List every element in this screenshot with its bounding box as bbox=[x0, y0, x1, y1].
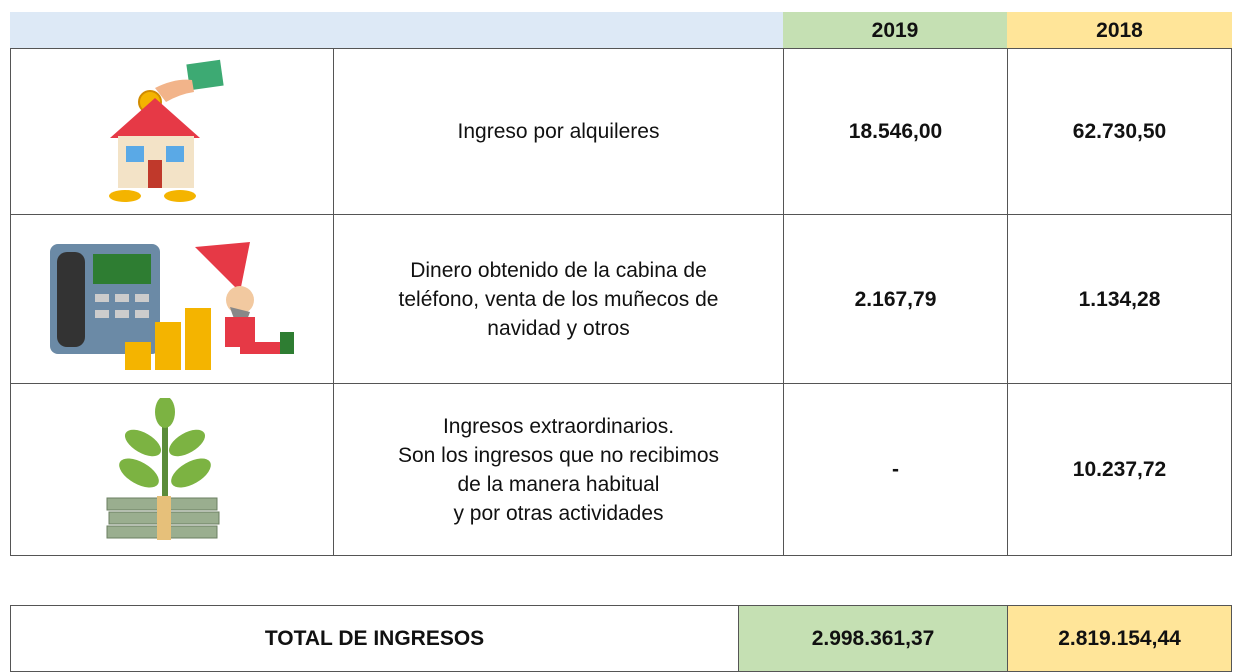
label-line: Ingreso por alquileres bbox=[457, 120, 660, 143]
value-2019: 2.167,79 bbox=[783, 214, 1008, 384]
total-value: 2.819.154,44 bbox=[1007, 605, 1232, 672]
label-line: Ingresos extraordinarios. bbox=[442, 414, 675, 438]
label-line: Son los ingresos que no recibimos bbox=[397, 443, 719, 467]
value-2018: 10.237,72 bbox=[1007, 383, 1232, 556]
value-2018: 62.730,50 bbox=[1007, 48, 1232, 215]
label-line: Dinero obtenido de la cabina de bbox=[410, 258, 707, 282]
label-line: teléfono, venta de los muñecos de bbox=[398, 287, 719, 311]
label-line: navidad y otros bbox=[487, 316, 630, 340]
header-blank bbox=[10, 12, 783, 48]
year-header: 2019 bbox=[783, 12, 1007, 48]
value-2019: - bbox=[783, 383, 1008, 556]
value-2019: 18.546,00 bbox=[783, 48, 1008, 215]
phone-gnome-icon bbox=[50, 242, 294, 370]
row-label: Ingresos extraordinarios. Son los ingreso… bbox=[333, 383, 784, 556]
value-2018: 1.134,28 bbox=[1007, 214, 1232, 384]
year-header: 2018 bbox=[1007, 12, 1232, 48]
row-label: Ingreso por alquileres bbox=[333, 48, 784, 215]
house-icon bbox=[109, 59, 224, 202]
label-line: de la manera habitual bbox=[457, 472, 660, 496]
label-line: y por otras actividades bbox=[453, 501, 664, 525]
total-label: TOTAL DE INGRESOS bbox=[10, 605, 739, 672]
row-label: Dinero obtenido de la cabina de teléfono,… bbox=[333, 214, 784, 384]
plant-money-icon bbox=[106, 398, 220, 540]
total-value: 2.998.361,37 bbox=[738, 605, 1008, 672]
